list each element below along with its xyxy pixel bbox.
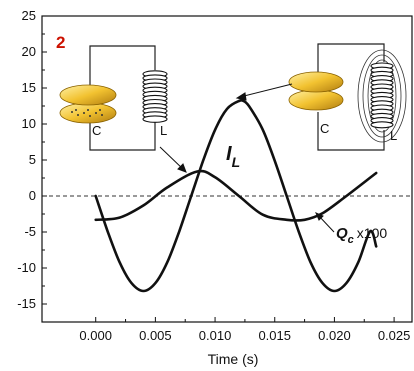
x-tick-label: 0.025 [378, 328, 411, 343]
capacitor-plate-top [59, 84, 117, 106]
x-axis-title: Time (s) [208, 351, 259, 367]
x-tick-label: 0.005 [139, 328, 172, 343]
capacitor-plate-bottom [59, 102, 117, 124]
x-tick-label: 0.020 [318, 328, 351, 343]
capacitor-plate-bottom [288, 89, 344, 111]
x-tick-label: 0.015 [258, 328, 291, 343]
y-tick-label: 20 [22, 44, 36, 59]
coil-turn [370, 121, 394, 129]
y-tick-label: 10 [22, 116, 36, 131]
plot-frame [41, 15, 413, 323]
arrow-right-head [235, 92, 247, 101]
series-line-qc [94, 169, 378, 222]
panel-label: 2 [56, 33, 65, 52]
capacitor-label: C [92, 123, 101, 138]
inductor-coil [370, 62, 394, 129]
y-tick-label: 0 [29, 188, 36, 203]
inductor-label: L [390, 128, 397, 143]
x-tick-label: 0.010 [199, 328, 232, 343]
arrow-right-inset [239, 83, 293, 98]
inset-circuit-inductor-energized: C L [288, 43, 407, 151]
inductor-coil [142, 70, 168, 123]
coil-turn [142, 115, 168, 123]
x-tick-label: 0.000 [79, 328, 112, 343]
capacitor-plate-top [288, 71, 344, 93]
arrow-left-head [177, 163, 187, 173]
y-tick-label: 5 [29, 152, 36, 167]
series-label-qc: Qc x100 [336, 225, 387, 246]
annotation-arrows [159, 83, 335, 233]
arrow-qc-head [315, 212, 324, 221]
inset-right-wire [317, 43, 385, 151]
magnetic-field-lines [357, 49, 407, 143]
y-tick-label: 25 [22, 8, 36, 23]
y-tick-label: 15 [22, 80, 36, 95]
capacitor-label: C [320, 121, 329, 136]
capacitor-charge-dots [71, 109, 103, 117]
series-line-il [94, 99, 378, 293]
inductor-label: L [160, 123, 167, 138]
inset-circuit-capacitor-charged: C L [59, 45, 168, 151]
inset-left-wire [89, 45, 156, 151]
y-tick-label: -15 [17, 296, 36, 311]
y-tick-label: -10 [17, 260, 36, 275]
y-tick-label: -5 [24, 224, 36, 239]
series-label-il: IL [226, 143, 240, 170]
